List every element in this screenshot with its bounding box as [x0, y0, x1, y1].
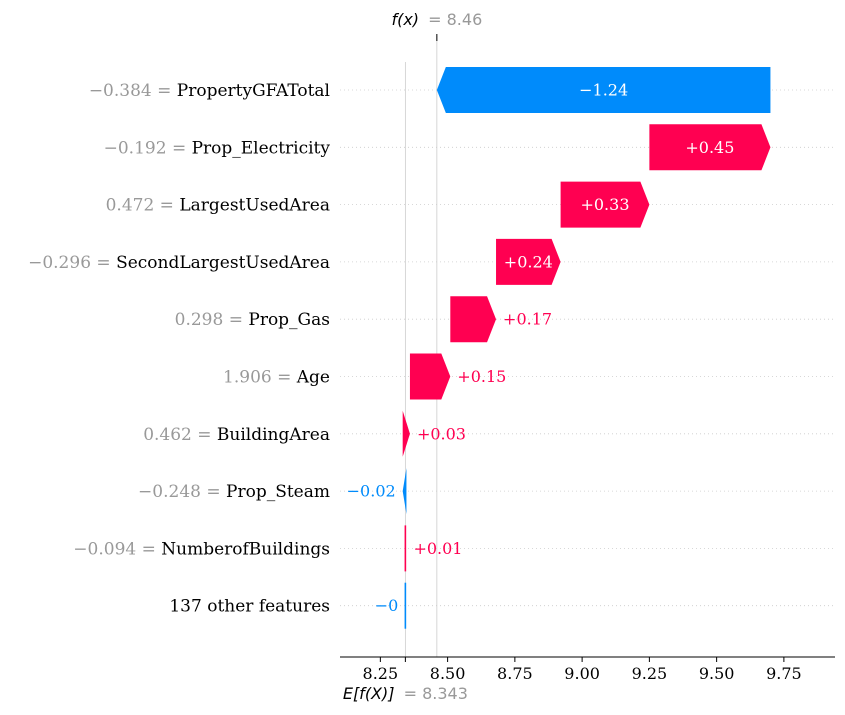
x-tick-label: 9.75: [766, 664, 802, 683]
waterfall-bar: [496, 238, 561, 285]
feature-value: 0.472 =: [106, 196, 180, 216]
base-value-text: = 8.343: [404, 684, 468, 703]
output-value-annotation: f(x) = 8.46: [391, 10, 482, 29]
waterfall-bar: [402, 410, 410, 457]
bar-value-label: +0.17: [503, 310, 552, 329]
feature-name: BuildingArea: [217, 425, 330, 445]
feature-label: −0.248 = Prop_Steam: [138, 482, 330, 502]
feature-value: −0.192 =: [104, 138, 192, 158]
feature-name: Age: [296, 368, 330, 388]
feature-name: LargestUsedArea: [179, 196, 330, 216]
feature-label: 0.298 = Prop_Gas: [175, 310, 330, 330]
x-axis: 8.25 8.50 8.75 9.00 9.25 9.50 9.75: [340, 656, 835, 683]
waterfall-bar: [404, 525, 407, 572]
base-value-label: E[f(X)]: [343, 684, 395, 703]
feature-label: 1.906 = Age: [223, 368, 330, 388]
feature-name: PropertyGFATotal: [177, 81, 330, 101]
bar-value-label: +0.15: [457, 367, 506, 386]
waterfall-bar: [409, 353, 451, 400]
feature-label: 0.472 = LargestUsedArea: [106, 196, 330, 216]
feature-name: Prop_Gas: [248, 310, 330, 330]
feature-labels: −0.384 = PropertyGFATotal −0.192 = Prop_E…: [28, 81, 330, 617]
base-value-annotation: E[f(X)] = 8.343: [343, 684, 468, 703]
x-tick-label: 9.50: [699, 664, 735, 683]
bar-value-label: +0.01: [413, 539, 462, 558]
bar-value-label: +0.24: [504, 252, 553, 271]
feature-value: −0.248 =: [138, 482, 226, 502]
waterfall-bar: [404, 582, 407, 629]
feature-name: SecondLargestUsedArea: [116, 253, 330, 273]
waterfall-bar: [649, 124, 771, 171]
x-tick-label: 8.25: [363, 664, 399, 683]
contribution-bars: −1.24 +0.45 +0.33 +0.24 +0.17 +0.15 +0.03 −0.02…: [347, 67, 771, 629]
output-value-label: f(x): [391, 10, 419, 29]
feature-label: −0.384 = PropertyGFATotal: [89, 81, 330, 101]
x-tick-label: 9.25: [632, 664, 668, 683]
waterfall-bar: [560, 181, 650, 228]
bar-value-label: +0.03: [417, 424, 466, 443]
feature-value: 1.906 =: [223, 368, 297, 388]
feature-name: Prop_Steam: [226, 482, 330, 502]
x-tick-label: 8.50: [430, 664, 466, 683]
x-tick-label: 9.00: [564, 664, 600, 683]
feature-value: 0.298 =: [175, 310, 249, 330]
feature-value: −0.296 =: [28, 253, 116, 273]
bar-value-label: +0.33: [580, 195, 629, 214]
bar-value-label: +0.45: [685, 138, 734, 157]
output-value-text: = 8.46: [428, 10, 482, 29]
feature-name: 137 other features: [169, 597, 330, 617]
feature-label: −0.192 = Prop_Electricity: [104, 138, 331, 158]
waterfall-bar: [402, 468, 407, 515]
feature-name: Prop_Electricity: [192, 138, 331, 158]
x-tick-label: 8.75: [497, 664, 533, 683]
bar-value-label: −1.24: [579, 81, 628, 100]
waterfall-bar: [450, 296, 497, 343]
feature-label: 137 other features: [169, 597, 330, 617]
feature-value: −0.384 =: [89, 81, 177, 101]
feature-label: −0.094 = NumberofBuildings: [73, 539, 330, 559]
feature-label: 0.462 = BuildingArea: [143, 425, 330, 445]
feature-label: −0.296 = SecondLargestUsedArea: [28, 253, 330, 273]
feature-value: −0.094 =: [73, 539, 161, 559]
bar-value-label: −0.02: [347, 482, 396, 501]
feature-name: NumberofBuildings: [161, 539, 330, 559]
bar-value-label: −0: [375, 596, 399, 615]
waterfall-bar: [436, 67, 771, 113]
feature-value: 0.462 =: [143, 425, 217, 445]
